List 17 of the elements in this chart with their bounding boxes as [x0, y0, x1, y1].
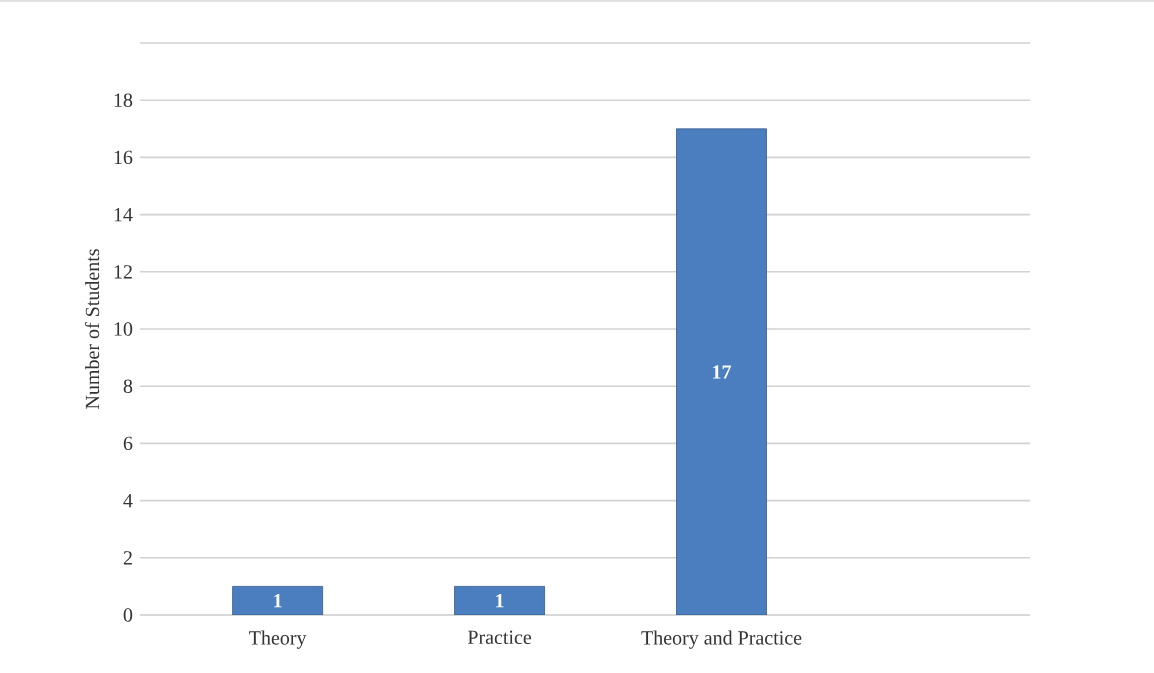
y-tick-label: 8 — [123, 379, 133, 393]
y-tick-label: 0 — [123, 608, 133, 622]
data-label: 1 — [496, 594, 504, 608]
y-tick-label: 12 — [114, 265, 132, 279]
data-label: 17 — [713, 365, 732, 379]
y-tick-label: 18 — [114, 93, 133, 107]
y-tick-label: 6 — [123, 436, 133, 451]
y-tick-label: 10 — [114, 322, 133, 336]
x-tick-label: Theory and Practice — [641, 630, 802, 649]
x-tick-label: Theory — [249, 630, 307, 649]
y-axis-title: Number of Students — [84, 249, 100, 409]
x-tick-label: Practice — [467, 630, 532, 645]
data-label: 1 — [274, 594, 282, 608]
y-tick-label: 4 — [123, 493, 133, 508]
y-tick-label: 2 — [123, 551, 132, 565]
y-tick-label: 14 — [114, 207, 133, 222]
y-tick-label: 16 — [114, 150, 133, 165]
